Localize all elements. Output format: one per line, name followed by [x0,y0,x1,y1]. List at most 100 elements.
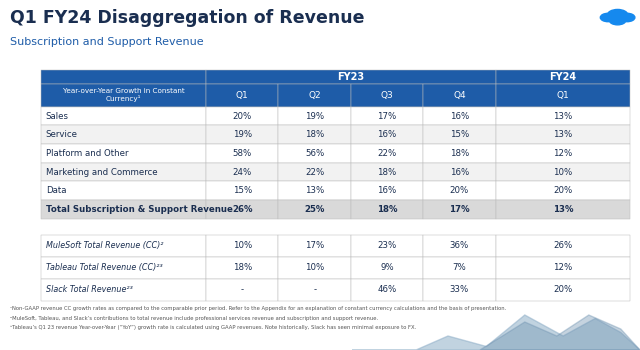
Text: ³Tableau’s Q1 23 revenue Year-over-Year (“YoY”) growth rate is calculated using : ³Tableau’s Q1 23 revenue Year-over-Year … [10,326,416,330]
FancyBboxPatch shape [41,125,206,144]
FancyBboxPatch shape [278,257,351,279]
FancyBboxPatch shape [351,163,423,181]
FancyBboxPatch shape [351,257,423,279]
Text: 20%: 20% [554,285,573,294]
Text: Sales: Sales [46,112,69,121]
Text: 22%: 22% [305,168,324,177]
FancyBboxPatch shape [423,144,495,163]
Text: Data: Data [46,186,67,195]
Text: 13%: 13% [553,205,573,214]
Text: 13%: 13% [554,130,573,139]
FancyBboxPatch shape [278,125,351,144]
FancyBboxPatch shape [351,107,423,125]
FancyBboxPatch shape [41,84,206,107]
Text: FY23: FY23 [337,72,364,82]
Text: ²MuleSoft, Tableau, and Slack’s contributions to total revenue include professio: ²MuleSoft, Tableau, and Slack’s contribu… [10,316,378,321]
FancyBboxPatch shape [206,107,278,125]
FancyBboxPatch shape [495,257,630,279]
FancyBboxPatch shape [41,163,206,181]
FancyBboxPatch shape [423,200,495,219]
FancyBboxPatch shape [41,200,206,219]
Text: 22%: 22% [378,149,397,158]
FancyBboxPatch shape [495,84,630,107]
FancyBboxPatch shape [495,144,630,163]
FancyBboxPatch shape [278,107,351,125]
Text: Service: Service [46,130,78,139]
FancyBboxPatch shape [278,234,351,257]
Text: 33%: 33% [450,285,469,294]
FancyBboxPatch shape [495,125,630,144]
FancyBboxPatch shape [278,181,351,200]
Text: 16%: 16% [450,112,469,121]
FancyBboxPatch shape [351,279,423,301]
FancyBboxPatch shape [495,279,630,301]
Text: 19%: 19% [305,112,324,121]
FancyBboxPatch shape [495,163,630,181]
Text: 17%: 17% [305,241,324,250]
Text: 18%: 18% [377,205,397,214]
Text: 17%: 17% [449,205,470,214]
Text: 19%: 19% [233,130,252,139]
Text: 16%: 16% [378,186,397,195]
FancyBboxPatch shape [423,234,495,257]
FancyBboxPatch shape [423,84,495,107]
Text: 13%: 13% [554,112,573,121]
Text: Total Subscription & Support Revenue: Total Subscription & Support Revenue [46,205,233,214]
FancyBboxPatch shape [423,279,495,301]
Circle shape [600,13,616,22]
FancyBboxPatch shape [351,234,423,257]
FancyBboxPatch shape [206,70,495,84]
FancyBboxPatch shape [206,234,278,257]
Text: Slack Total Revenue²³: Slack Total Revenue²³ [46,285,132,294]
FancyBboxPatch shape [206,181,278,200]
Text: 15%: 15% [233,186,252,195]
Text: 18%: 18% [378,168,397,177]
Text: 16%: 16% [378,130,397,139]
FancyBboxPatch shape [423,181,495,200]
FancyBboxPatch shape [41,257,206,279]
FancyBboxPatch shape [41,70,206,84]
Text: 25%: 25% [305,205,325,214]
Text: ¹Non-GAAP revenue CC growth rates as compared to the comparable prior period. Re: ¹Non-GAAP revenue CC growth rates as com… [10,306,506,311]
Text: 26%: 26% [232,205,253,214]
Text: 56%: 56% [305,149,324,158]
FancyBboxPatch shape [278,163,351,181]
Text: 9%: 9% [380,263,394,272]
Text: 12%: 12% [554,149,573,158]
FancyBboxPatch shape [41,107,206,125]
Text: 20%: 20% [450,186,469,195]
Text: Q2: Q2 [308,91,321,100]
FancyBboxPatch shape [495,200,630,219]
FancyBboxPatch shape [206,257,278,279]
FancyBboxPatch shape [495,181,630,200]
FancyBboxPatch shape [206,84,278,107]
FancyBboxPatch shape [41,234,206,257]
FancyBboxPatch shape [351,125,423,144]
Text: -: - [241,285,244,294]
Text: Marketing and Commerce: Marketing and Commerce [46,168,157,177]
Text: 7%: 7% [452,263,467,272]
Circle shape [607,9,628,21]
Text: 16%: 16% [450,168,469,177]
Text: -: - [313,285,316,294]
Text: 58%: 58% [233,149,252,158]
Text: Q1: Q1 [557,91,570,100]
FancyBboxPatch shape [206,125,278,144]
FancyBboxPatch shape [278,144,351,163]
FancyBboxPatch shape [495,234,630,257]
FancyBboxPatch shape [351,200,423,219]
FancyBboxPatch shape [351,181,423,200]
Text: 12%: 12% [554,263,573,272]
Text: Year-over-Year Growth in Constant
Currency¹: Year-over-Year Growth in Constant Curren… [63,88,184,103]
FancyBboxPatch shape [278,84,351,107]
FancyBboxPatch shape [351,84,423,107]
Text: 15%: 15% [450,130,469,139]
FancyBboxPatch shape [423,107,495,125]
Text: 23%: 23% [378,241,397,250]
FancyBboxPatch shape [41,144,206,163]
FancyBboxPatch shape [423,163,495,181]
Text: MuleSoft Total Revenue (CC)²: MuleSoft Total Revenue (CC)² [46,241,163,250]
Text: 46%: 46% [378,285,397,294]
FancyBboxPatch shape [423,257,495,279]
Text: Subscription and Support Revenue: Subscription and Support Revenue [10,37,204,47]
